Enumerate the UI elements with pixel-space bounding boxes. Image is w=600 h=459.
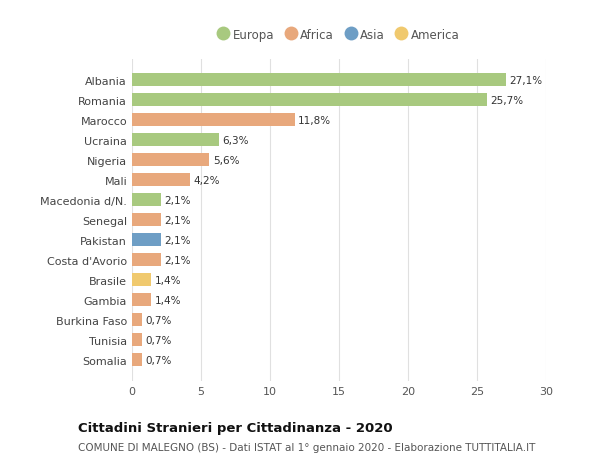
Bar <box>132 313 142 326</box>
Text: 27,1%: 27,1% <box>509 76 542 86</box>
Text: 11,8%: 11,8% <box>298 116 331 126</box>
Text: 0,7%: 0,7% <box>145 355 172 365</box>
Bar <box>132 134 219 147</box>
Bar <box>132 294 151 307</box>
Bar <box>132 274 151 286</box>
Text: 0,7%: 0,7% <box>145 335 172 345</box>
Text: 1,4%: 1,4% <box>155 275 181 285</box>
Text: 4,2%: 4,2% <box>193 175 220 185</box>
Bar <box>132 94 487 107</box>
Bar <box>132 353 142 366</box>
Bar <box>132 254 161 267</box>
Text: COMUNE DI MALEGNO (BS) - Dati ISTAT al 1° gennaio 2020 - Elaborazione TUTTITALIA: COMUNE DI MALEGNO (BS) - Dati ISTAT al 1… <box>78 442 535 452</box>
Text: 2,1%: 2,1% <box>164 196 191 205</box>
Bar <box>132 194 161 207</box>
Text: 1,4%: 1,4% <box>155 295 181 305</box>
Bar <box>132 154 209 167</box>
Bar <box>132 334 142 347</box>
Text: 25,7%: 25,7% <box>490 96 523 106</box>
Bar <box>132 114 295 127</box>
Text: 5,6%: 5,6% <box>213 156 239 166</box>
Text: 2,1%: 2,1% <box>164 255 191 265</box>
Bar <box>132 214 161 227</box>
Text: 2,1%: 2,1% <box>164 215 191 225</box>
Text: 0,7%: 0,7% <box>145 315 172 325</box>
Text: 2,1%: 2,1% <box>164 235 191 245</box>
Legend: Europa, Africa, Asia, America: Europa, Africa, Asia, America <box>218 28 460 42</box>
Bar <box>132 74 506 87</box>
Text: Cittadini Stranieri per Cittadinanza - 2020: Cittadini Stranieri per Cittadinanza - 2… <box>78 421 392 434</box>
Bar <box>132 174 190 187</box>
Text: 6,3%: 6,3% <box>223 135 249 146</box>
Bar <box>132 234 161 247</box>
